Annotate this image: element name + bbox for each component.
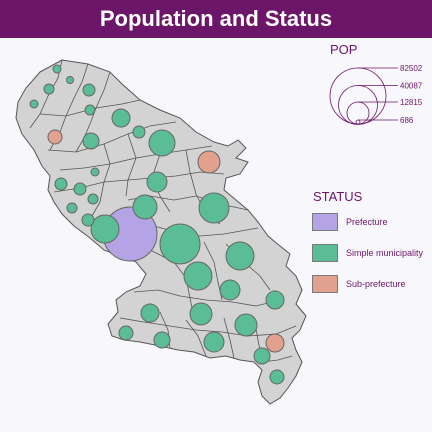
pop-legend-value-large: 40087 xyxy=(400,82,423,91)
pop-legend-circle-medium xyxy=(346,101,370,125)
status-label: Sub-prefecture xyxy=(346,279,406,289)
pop-legend-value-medium: 12815 xyxy=(400,98,423,107)
commune-symbol xyxy=(189,302,213,326)
sub-prefecture-swatch xyxy=(312,275,338,293)
commune-symbol xyxy=(197,150,221,174)
pop-legend-circle-small xyxy=(355,119,361,125)
commune-symbol xyxy=(140,303,160,323)
commune-symbol xyxy=(153,331,171,349)
commune-symbol xyxy=(132,194,158,220)
status-legend-item-prefecture: Prefecture xyxy=(312,212,388,232)
pop-legend-circle-largest xyxy=(329,67,387,125)
commune-symbol xyxy=(234,313,258,337)
commune-symbol xyxy=(269,369,285,385)
status-label: Simple municipality xyxy=(346,248,424,258)
commune-symbol xyxy=(111,108,131,128)
map-title: Population and Status xyxy=(99,6,333,31)
commune-symbol xyxy=(265,333,285,353)
commune-symbol xyxy=(87,193,99,205)
commune-symbol xyxy=(82,132,100,150)
status-legend-item-simple-municipality: Simple municipality xyxy=(312,243,423,263)
pop-legend-title: POP xyxy=(330,42,358,57)
status-legend-item-sub-prefecture: Sub-prefecture xyxy=(312,274,406,294)
status-legend-title: STATUS xyxy=(313,189,363,204)
status-label: Prefecture xyxy=(346,217,388,227)
commune-symbol xyxy=(82,83,96,97)
map-svg xyxy=(15,59,307,405)
commune-symbol xyxy=(90,214,120,244)
commune-symbol xyxy=(198,192,230,224)
pop-size-legend: 82502 40087 12815 686 xyxy=(320,58,432,130)
commune-symbol xyxy=(47,129,63,145)
commune-symbol xyxy=(52,64,62,74)
commune-symbol xyxy=(132,125,146,139)
simple-municipality-swatch xyxy=(312,244,338,262)
commune-symbol xyxy=(118,325,134,341)
title-bar: Population and Status xyxy=(0,0,432,38)
commune-symbol xyxy=(66,76,74,84)
commune-symbol xyxy=(225,241,255,271)
commune-symbol xyxy=(265,290,285,310)
commune-symbol xyxy=(29,99,39,109)
commune-symbol xyxy=(73,182,87,196)
commune-symbol xyxy=(54,177,68,191)
commune-symbol xyxy=(219,279,241,301)
commune-symbol xyxy=(148,129,176,157)
map-area xyxy=(0,38,432,432)
prefecture-swatch xyxy=(312,213,338,231)
commune-symbol xyxy=(159,223,201,265)
pop-legend-value-small: 686 xyxy=(400,116,414,125)
population-symbols xyxy=(29,64,285,385)
commune-symbol xyxy=(203,331,225,353)
commune-symbol xyxy=(81,213,95,227)
commune-symbol xyxy=(90,167,100,177)
pop-legend-value-largest: 82502 xyxy=(400,64,423,73)
commune-symbol xyxy=(84,104,96,116)
commune-symbol xyxy=(183,261,213,291)
pop-legend-circle-large xyxy=(338,85,378,125)
commune-symbol xyxy=(253,347,271,365)
commune-symbol xyxy=(146,171,168,193)
commune-symbol xyxy=(43,83,55,95)
commune-symbol xyxy=(66,202,78,214)
